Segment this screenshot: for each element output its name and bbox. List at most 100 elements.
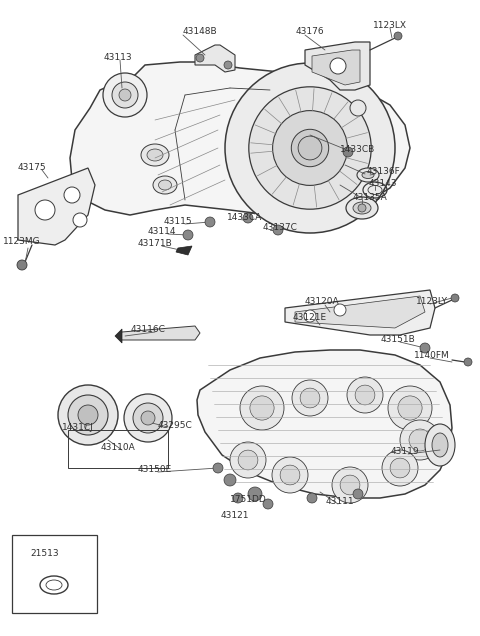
Text: 1123LY: 1123LY	[416, 298, 448, 307]
Circle shape	[355, 385, 375, 405]
Polygon shape	[18, 168, 95, 245]
Ellipse shape	[357, 168, 379, 182]
Circle shape	[238, 450, 258, 470]
Circle shape	[35, 200, 55, 220]
Polygon shape	[285, 290, 435, 335]
Text: 43114: 43114	[148, 228, 176, 237]
Circle shape	[420, 343, 430, 353]
Text: 43295C: 43295C	[157, 420, 192, 429]
Ellipse shape	[153, 176, 177, 194]
Circle shape	[272, 457, 308, 493]
Circle shape	[334, 304, 346, 316]
Circle shape	[388, 386, 432, 430]
Circle shape	[347, 377, 383, 413]
Circle shape	[358, 204, 366, 212]
Circle shape	[464, 358, 472, 366]
Circle shape	[250, 396, 274, 420]
Text: 43135A: 43135A	[353, 193, 387, 202]
Polygon shape	[118, 326, 200, 340]
Text: 43110A: 43110A	[101, 443, 135, 452]
Circle shape	[249, 86, 371, 209]
Text: 43113: 43113	[104, 53, 132, 62]
Circle shape	[273, 111, 348, 186]
Circle shape	[398, 396, 422, 420]
Circle shape	[224, 61, 232, 69]
Circle shape	[68, 395, 108, 435]
Circle shape	[224, 474, 236, 486]
Circle shape	[280, 465, 300, 485]
Circle shape	[133, 403, 163, 433]
Text: 43121E: 43121E	[293, 314, 327, 322]
Text: 43171B: 43171B	[138, 240, 172, 249]
Bar	[68, 430, 168, 468]
Circle shape	[103, 73, 147, 117]
Circle shape	[273, 225, 283, 235]
Circle shape	[205, 217, 215, 227]
Circle shape	[17, 260, 27, 270]
Ellipse shape	[158, 180, 171, 190]
Text: 1433CB: 1433CB	[340, 146, 376, 155]
Polygon shape	[70, 62, 410, 215]
Circle shape	[353, 489, 363, 499]
Circle shape	[64, 187, 80, 203]
Text: 43150E: 43150E	[138, 466, 172, 474]
Circle shape	[350, 100, 366, 116]
Circle shape	[298, 136, 322, 160]
Ellipse shape	[141, 144, 169, 166]
Circle shape	[233, 493, 243, 503]
Circle shape	[291, 129, 329, 167]
Text: 43111: 43111	[326, 497, 354, 506]
Circle shape	[332, 467, 368, 503]
Text: 43116C: 43116C	[131, 326, 166, 335]
Circle shape	[400, 420, 440, 460]
Circle shape	[112, 82, 138, 108]
Text: 1431CJ: 1431CJ	[62, 424, 94, 432]
Text: 1751DD: 1751DD	[229, 495, 266, 504]
Ellipse shape	[362, 172, 374, 179]
Text: 43137C: 43137C	[263, 223, 298, 233]
Text: 1140FM: 1140FM	[414, 352, 450, 361]
Text: 43151B: 43151B	[381, 336, 415, 345]
Circle shape	[124, 394, 172, 442]
Circle shape	[225, 63, 395, 233]
Ellipse shape	[425, 424, 455, 466]
Text: 43121: 43121	[221, 511, 249, 520]
Ellipse shape	[432, 433, 448, 457]
Circle shape	[196, 54, 204, 62]
Ellipse shape	[346, 197, 378, 219]
Circle shape	[394, 32, 402, 40]
Circle shape	[263, 499, 273, 509]
Text: 43175: 43175	[18, 163, 46, 172]
Circle shape	[141, 411, 155, 425]
Circle shape	[340, 475, 360, 495]
Text: 43119: 43119	[391, 448, 420, 457]
Circle shape	[230, 442, 266, 478]
Circle shape	[248, 487, 262, 501]
Polygon shape	[197, 350, 452, 498]
Text: 43148B: 43148B	[183, 27, 217, 36]
Circle shape	[183, 230, 193, 240]
Circle shape	[307, 493, 317, 503]
Text: 1433CA: 1433CA	[228, 214, 263, 223]
Circle shape	[390, 458, 410, 478]
Bar	[12, 535, 97, 613]
Text: 43176: 43176	[296, 27, 324, 36]
Ellipse shape	[353, 202, 371, 214]
Circle shape	[382, 450, 418, 486]
Circle shape	[300, 388, 320, 408]
Text: 43120A: 43120A	[305, 298, 339, 307]
Circle shape	[409, 429, 431, 451]
Polygon shape	[195, 45, 235, 72]
Polygon shape	[305, 42, 370, 90]
Polygon shape	[176, 246, 192, 255]
Circle shape	[451, 294, 459, 302]
Text: 43136F: 43136F	[366, 167, 400, 177]
Circle shape	[304, 310, 316, 322]
Circle shape	[119, 89, 131, 101]
Circle shape	[78, 405, 98, 425]
Polygon shape	[115, 329, 122, 343]
Polygon shape	[312, 50, 360, 85]
Circle shape	[73, 213, 87, 227]
Circle shape	[58, 385, 118, 445]
Text: 43115: 43115	[164, 218, 192, 226]
